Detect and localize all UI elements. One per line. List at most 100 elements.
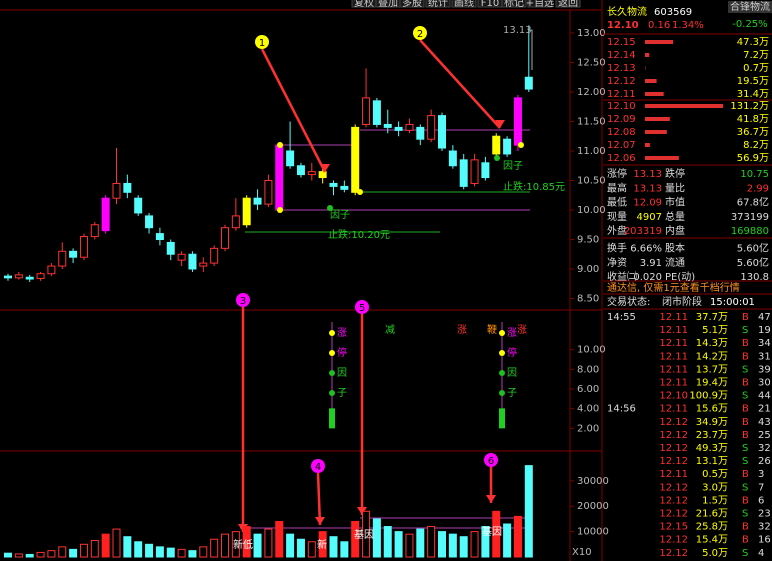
toolbar-label[interactable]: 标记 (504, 0, 524, 9)
candle-body (210, 247, 219, 264)
stock-code: 603569 (654, 7, 692, 18)
volume-bar (264, 528, 273, 558)
indicator-bar (329, 408, 335, 429)
signal-dot (329, 370, 335, 376)
tick-volume: 19.4万 (696, 378, 728, 389)
volume-bar (481, 526, 490, 558)
candle-body (318, 171, 327, 179)
tick-volume: 15.6万 (696, 404, 728, 415)
tick-count: 44 (758, 391, 771, 402)
tick-count: 7 (758, 482, 764, 493)
change: 0.16 (648, 20, 670, 31)
tick-volume: 13.7万 (696, 364, 728, 375)
y-tick-label: 10.00 (577, 205, 606, 216)
signal-dot (494, 141, 500, 147)
candle-body (286, 150, 295, 167)
volume-bar (253, 533, 262, 558)
toolbar-button[interactable] (451, 0, 477, 8)
candle-body (513, 97, 522, 146)
signal-dot (494, 155, 500, 161)
volume-bar (351, 520, 360, 558)
toolbar-label[interactable]: F10 (481, 0, 499, 9)
tick-price: 12.12 (659, 548, 688, 559)
volume-bar (416, 528, 425, 558)
book-price: 12.15 (607, 37, 636, 48)
tick-price: 12.10 (659, 391, 688, 402)
tick-side: B (742, 495, 749, 506)
stat-label: 现量 (607, 211, 627, 223)
candle-body (394, 126, 403, 131)
volume-bar (101, 533, 110, 558)
volume-bar (145, 543, 154, 558)
toolbar-button[interactable] (527, 0, 553, 8)
tick-count: 47 (758, 312, 771, 323)
stat-value: 203319 (624, 226, 662, 237)
toolbar-button[interactable] (425, 0, 451, 8)
status-label: 交易状态: (607, 295, 650, 308)
candle-body (145, 215, 154, 229)
stat-label: 总量 (665, 210, 685, 223)
marker-label: 3 (240, 296, 246, 307)
marker-label: 2 (417, 29, 423, 40)
volume-label: 基因 (482, 525, 502, 538)
volume-bar (492, 510, 501, 558)
volume-bar (448, 533, 457, 558)
stat-value: 3.91 (640, 258, 662, 269)
toolbar-label[interactable]: 复权 (354, 0, 374, 9)
tick-price: 12.11 (659, 338, 688, 349)
indicator-flag: 鞭 (487, 323, 497, 336)
tick-price: 12.12 (659, 417, 688, 428)
volume-bar (503, 523, 512, 558)
signal-dot (329, 330, 335, 336)
arrow (260, 48, 327, 173)
tick-volume: 14.3万 (696, 338, 728, 349)
marker-circle (484, 453, 498, 467)
signal-label: 子 (507, 387, 517, 399)
volume-label: 基因 (354, 528, 374, 541)
candle-body (69, 250, 78, 258)
tick-count: 19 (758, 325, 771, 336)
book-price: 12.06 (607, 153, 636, 164)
tick-side: B (742, 535, 749, 546)
stat-label: PE(动) (665, 271, 695, 283)
toolbar-label[interactable]: 返回 (558, 0, 578, 9)
indicator-flag: 减 (385, 324, 395, 336)
peer-box (728, 1, 772, 13)
y-tick-label: 20000 (577, 501, 609, 512)
y-tick-label: 10.00 (577, 345, 606, 356)
marker-circle (311, 459, 325, 473)
toolbar-button[interactable] (399, 0, 425, 8)
toolbar-label[interactable]: +自选 (526, 0, 554, 9)
toolbar-button[interactable] (501, 0, 527, 8)
candle-body (177, 253, 186, 261)
volume-label: 新 (317, 538, 327, 551)
toolbar-label[interactable]: 多股 (402, 0, 422, 9)
volume-bar (4, 552, 12, 558)
stock-name: 长久物流 (607, 5, 647, 18)
marker-label: 5 (359, 303, 365, 314)
toolbar-label[interactable]: 统计 (428, 0, 448, 9)
volume-bar (134, 541, 143, 558)
book-bar (645, 143, 650, 147)
volume-unit: X10 (572, 547, 592, 558)
tick-side: B (742, 404, 749, 415)
volume-bar (177, 548, 186, 558)
candle-body (123, 182, 132, 193)
stat-label: 外盘 (607, 224, 627, 237)
tick-volume: 34.9万 (696, 417, 728, 428)
tick-price: 12.12 (659, 482, 688, 493)
tick-count: 39 (758, 364, 771, 375)
y-tick-label: 12.50 (577, 58, 606, 69)
tick-count: 23 (758, 509, 771, 520)
toolbar-button[interactable] (555, 0, 581, 8)
toolbar-label[interactable]: 叠加 (378, 0, 398, 9)
candle-body (372, 100, 381, 125)
arrow-head (495, 120, 505, 128)
toolbar-label[interactable]: 画线 (454, 0, 474, 9)
candle-body (351, 126, 360, 193)
candle-body (199, 262, 208, 267)
stat-value: 130.8 (740, 272, 769, 283)
tick-price: 12.11 (659, 325, 688, 336)
promo: 通达信, 仅需1元查看千档行情 (607, 281, 740, 294)
